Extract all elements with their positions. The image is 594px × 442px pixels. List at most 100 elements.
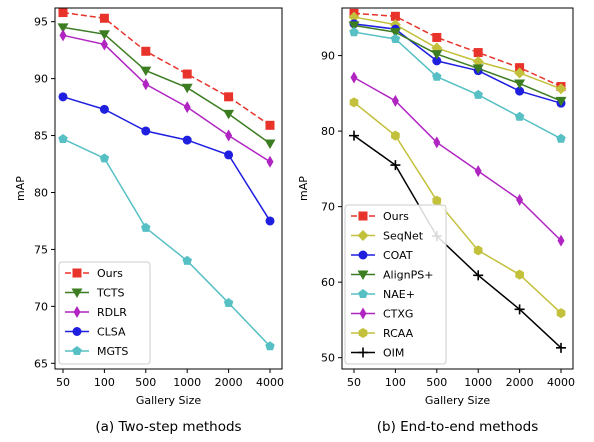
x-tick-label: 2000 xyxy=(506,376,534,389)
data-point xyxy=(224,92,234,102)
series-line xyxy=(62,96,271,222)
series-line xyxy=(353,12,562,88)
series-coat xyxy=(349,19,566,108)
legend-label: MGTS xyxy=(97,345,128,358)
data-point xyxy=(432,71,442,81)
data-point xyxy=(473,89,483,99)
data-point xyxy=(223,109,235,120)
data-point xyxy=(556,342,566,353)
data-point xyxy=(349,97,359,108)
legend-marker xyxy=(357,230,369,241)
chart-panel-b: 50 100 500 1000 2000 4000 50 60 70 80 90 Gallery Si… xyxy=(297,7,575,435)
legend: Ours SeqNet COAT AlignPS+ NAE+ CTXG RCAA OIM xyxy=(344,204,447,365)
panel-caption: (b) End-to-end methods xyxy=(377,419,539,435)
data-point xyxy=(349,130,359,141)
series-line xyxy=(62,34,271,163)
y-tick-label: 70 xyxy=(34,300,48,313)
y-tick-label: 75 xyxy=(34,243,48,256)
data-point xyxy=(57,23,69,33)
x-tick-label: 100 xyxy=(94,376,115,389)
data-point xyxy=(515,269,524,280)
legend-label: COAT xyxy=(383,249,413,262)
series-mgts xyxy=(58,133,275,351)
legend-item: Ours xyxy=(65,267,123,280)
plot-frame xyxy=(54,7,283,370)
legend-label: AlignPS+ xyxy=(383,269,433,282)
data-point xyxy=(390,11,400,21)
legend-marker xyxy=(359,307,367,320)
legend-item: RCAA xyxy=(351,327,414,340)
y-tick-label: 60 xyxy=(321,276,335,289)
series-clsa xyxy=(58,92,275,226)
chart-panel-a: 50 100 500 1000 2000 4000 65 70 75 80 85 90 95 Galler… xyxy=(14,7,284,435)
y-tick-label: 90 xyxy=(34,73,48,86)
x-tick-label: 1000 xyxy=(464,376,492,389)
legend-label: SeqNet xyxy=(383,230,424,243)
legend-item: NAE+ xyxy=(351,288,415,301)
series-rdlr xyxy=(59,29,274,168)
y-axis-label: mAP xyxy=(14,176,27,201)
legend-marker xyxy=(72,268,82,278)
x-tick-label: 50 xyxy=(56,376,70,389)
legend-marker xyxy=(73,306,81,318)
series-rcaa xyxy=(349,97,566,319)
series-line xyxy=(62,138,271,347)
legend-marker xyxy=(358,250,368,260)
data-point xyxy=(514,67,526,79)
y-axis-label: mAP xyxy=(297,176,310,201)
data-point xyxy=(223,297,234,307)
data-point xyxy=(58,8,68,18)
series-nae- xyxy=(349,27,566,143)
data-point xyxy=(555,83,567,95)
series-alignps- xyxy=(348,21,567,107)
legend-item: MGTS xyxy=(65,345,128,358)
legend-marker xyxy=(358,289,368,299)
data-point xyxy=(391,94,399,107)
data-point xyxy=(141,126,151,136)
data-point xyxy=(100,38,108,51)
data-point xyxy=(265,341,275,351)
y-tick-label: 95 xyxy=(34,16,48,29)
data-point xyxy=(433,136,441,149)
data-point xyxy=(391,130,400,141)
data-point xyxy=(514,111,525,121)
x-tick-label: 1000 xyxy=(173,376,201,389)
data-point xyxy=(472,64,484,74)
legend: Ours TCTS RDLR CLSA MGTS xyxy=(58,261,151,365)
data-point xyxy=(99,104,109,114)
legend-marker xyxy=(72,346,82,356)
data-point xyxy=(350,71,358,84)
data-point xyxy=(349,27,359,37)
legend-label: RDLR xyxy=(97,306,127,319)
series-line xyxy=(353,23,562,104)
legend-marker xyxy=(72,327,82,336)
data-point xyxy=(98,30,110,40)
data-point xyxy=(473,270,484,281)
data-point xyxy=(432,56,442,66)
legend-item: AlignPS+ xyxy=(351,269,433,282)
data-point xyxy=(432,195,442,206)
data-point xyxy=(515,86,525,96)
legend-marker xyxy=(358,211,368,221)
data-point xyxy=(264,139,276,150)
data-point xyxy=(141,46,151,56)
series-line xyxy=(353,16,562,90)
data-point xyxy=(265,216,275,226)
data-point xyxy=(182,135,192,145)
legend-item: Ours xyxy=(351,210,409,223)
legend-item: OIM xyxy=(351,347,404,360)
legend-item: COAT xyxy=(351,249,413,262)
data-point xyxy=(225,129,233,142)
y-tick-label: 70 xyxy=(321,201,335,214)
legend-item: CTXG xyxy=(351,307,413,321)
data-point xyxy=(140,66,152,77)
data-point xyxy=(390,160,401,171)
legend-item: CLSA xyxy=(65,326,126,339)
legend-marker xyxy=(358,328,368,338)
y-tick-label: 50 xyxy=(321,352,335,365)
data-point xyxy=(182,69,192,79)
data-point xyxy=(181,83,193,94)
data-point xyxy=(516,193,524,206)
x-tick-label: 2000 xyxy=(215,376,243,389)
